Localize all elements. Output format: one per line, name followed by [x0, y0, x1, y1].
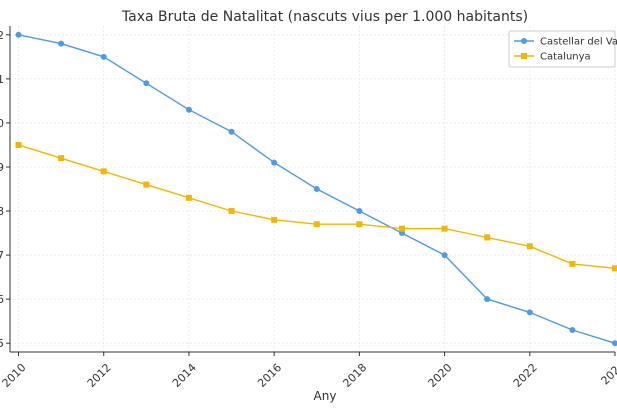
- series-0-point: [612, 340, 617, 347]
- legend-label: Catalunya: [540, 52, 591, 63]
- legend: Castellar del Va Catalunya: [508, 30, 617, 68]
- series-1-point: [612, 265, 617, 272]
- series-1-point: [143, 181, 150, 188]
- series-0-point: [356, 208, 363, 215]
- chart-title: Taxa Bruta de Natalitat (nascuts vius pe…: [121, 9, 528, 25]
- series-1-point: [58, 155, 65, 162]
- legend-label: Castellar del Va: [540, 37, 617, 48]
- series-1-point: [271, 216, 278, 223]
- x-ticks: 2010 2012 2014 2016 2018 2020 2022 202: [0, 352, 617, 390]
- y-tick-label: 0: [0, 117, 4, 130]
- x-tick-label: 2020: [426, 361, 455, 390]
- x-tick-label: 2010: [0, 361, 29, 390]
- y-tick-label: 1: [0, 73, 4, 86]
- x-tick-label: 2012: [85, 361, 114, 390]
- series-0-point: [100, 53, 107, 60]
- series-1-point: [398, 225, 405, 232]
- series-1-point: [526, 243, 533, 250]
- grid: [10, 26, 616, 352]
- series-0-point: [484, 296, 491, 303]
- series-1-point: [356, 221, 363, 228]
- series-1-point: [228, 208, 235, 215]
- x-tick-label: 2014: [170, 361, 199, 390]
- axes: [9, 26, 615, 353]
- series-0-point: [313, 186, 320, 192]
- series-0-point: [185, 106, 192, 113]
- series-1-point: [441, 225, 448, 232]
- x-tick-label: 2022: [511, 361, 540, 390]
- series-1-point: [185, 194, 192, 201]
- series-0-point: [228, 128, 235, 135]
- legend-box: [508, 30, 616, 68]
- y-tick-label: 2: [0, 29, 4, 42]
- series-0-point: [58, 40, 65, 47]
- x-axis-label: Any: [314, 389, 337, 403]
- x-tick-label: 2018: [340, 361, 369, 390]
- series-1-point: [313, 221, 320, 228]
- series-line-1: [18, 144, 616, 269]
- series-0-point: [526, 309, 533, 316]
- series-0-point: [271, 159, 278, 166]
- series-1-point: [15, 141, 22, 148]
- x-tick-label: 202: [599, 364, 617, 388]
- series-1-point: [569, 260, 576, 267]
- series-0-point: [441, 252, 448, 259]
- y-tick-label: 7: [0, 249, 4, 262]
- series-0-point: [143, 80, 150, 87]
- y-tick-label: 9: [0, 161, 4, 174]
- y-tick-label: 6: [0, 293, 4, 306]
- y-tick-label: 8: [0, 205, 4, 218]
- y-tick-label: 5: [0, 337, 4, 350]
- legend-swatch-marker: [521, 53, 527, 59]
- series-1-point: [484, 234, 491, 241]
- series-layer: [15, 31, 617, 347]
- x-tick-label: 2016: [255, 361, 284, 390]
- series-0-point: [15, 31, 22, 38]
- series-0-point: [569, 326, 576, 333]
- legend-swatch-marker: [521, 38, 527, 44]
- series-1-point: [100, 168, 107, 175]
